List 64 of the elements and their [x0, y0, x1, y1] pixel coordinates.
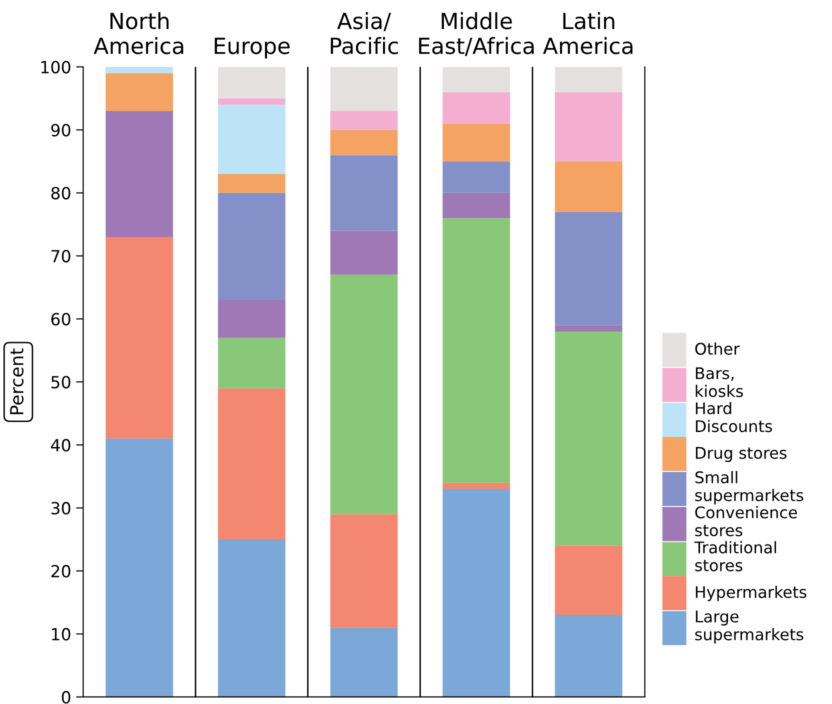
bar: [554, 92, 622, 162]
legend-label: Small supermarkets: [695, 471, 804, 504]
legend-label: Other: [695, 342, 740, 355]
bar: [106, 110, 174, 237]
bar: [330, 274, 398, 514]
y-tick-label: 90: [51, 124, 70, 136]
legend-label: Bars, kiosks: [696, 367, 743, 398]
bar: [218, 66, 286, 98]
y-tick-label: 40: [51, 438, 70, 452]
legend-label: Drug stores: [696, 447, 786, 462]
bar: [330, 66, 398, 111]
y-tick-label: 50: [51, 376, 70, 388]
bar: [554, 332, 622, 546]
bar: [218, 104, 286, 174]
y-axis-title: Percent: [10, 348, 24, 414]
bar: [218, 98, 286, 105]
bar: [330, 130, 398, 156]
bar: [218, 174, 286, 193]
legend-label: Hard Discounts: [696, 402, 772, 432]
bar: [218, 539, 286, 697]
bar: [554, 66, 622, 92]
bar: [442, 161, 510, 193]
bar: [442, 66, 510, 92]
bar: [554, 615, 622, 697]
bar: [330, 514, 398, 628]
bar: [330, 628, 398, 697]
x-tick-label: Latin America: [542, 12, 632, 54]
bar: [554, 325, 622, 332]
bar: [330, 230, 398, 275]
y-tick-label: 10: [52, 628, 70, 641]
y-tick-label: 60: [51, 312, 70, 326]
bar: [218, 300, 286, 338]
legend-label: Convenience stores: [695, 506, 797, 536]
bar: [106, 237, 174, 439]
bar: [554, 212, 622, 326]
bar: [106, 66, 174, 74]
x-tick-label: Asia/ Pacific: [330, 12, 398, 54]
bar: [554, 161, 622, 212]
bar: [330, 110, 398, 130]
bar: [218, 338, 286, 388]
bar: [218, 388, 286, 540]
y-tick-label: 20: [51, 564, 70, 578]
x-tick-label: North America: [94, 12, 184, 54]
bar: [442, 489, 510, 697]
legend-label: Large supermarkets: [695, 610, 804, 644]
bar: [442, 92, 510, 124]
y-tick-label: 70: [52, 250, 70, 262]
legend-label: Hypermarkets: [696, 586, 806, 602]
bar: [554, 546, 622, 616]
bar: [442, 124, 510, 162]
bar: [218, 192, 286, 300]
x-tick-label: Middle East/Africa: [419, 12, 534, 56]
bar: [330, 155, 398, 231]
legend-label: Traditional stores: [694, 541, 776, 572]
bar: [106, 438, 174, 697]
y-tick-label: 80: [51, 186, 70, 200]
y-tick-label: 0: [62, 690, 70, 704]
x-tick-label: Europe: [214, 38, 290, 59]
y-tick-label: 30: [51, 502, 70, 515]
bar: [442, 192, 510, 218]
bar: [106, 73, 174, 111]
y-tick-label: 100: [41, 60, 70, 74]
bar: [442, 218, 510, 483]
bar: [442, 482, 510, 490]
